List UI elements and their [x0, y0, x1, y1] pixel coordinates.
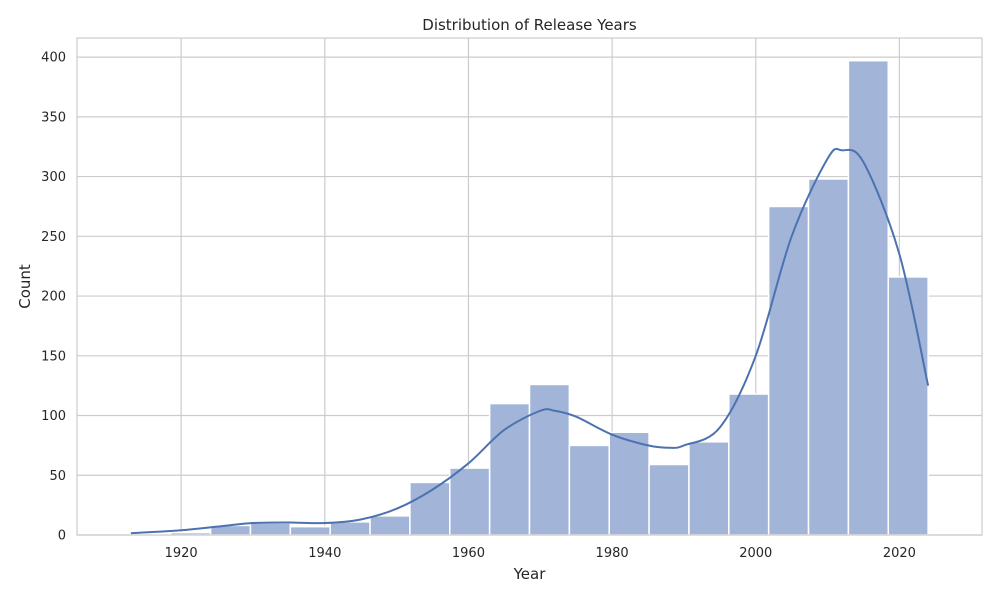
y-tick-label: 250 [41, 230, 66, 245]
histogram-bar-6 [329, 521, 371, 536]
histogram-bar-17 [767, 205, 810, 536]
y-tick-label: 0 [58, 529, 66, 544]
x-axis-ticks: 1920 1940 1960 1980 2000 2020 [165, 546, 916, 561]
histogram-bar-14 [648, 463, 690, 536]
x-tick-label: 2020 [883, 546, 916, 561]
x-tick-label: 1960 [452, 546, 485, 561]
histogram-bar-7 [369, 515, 411, 536]
y-tick-label: 400 [41, 51, 66, 66]
y-tick-label: 150 [41, 349, 66, 364]
kde-curve [130, 147, 930, 535]
histogram-bars [130, 59, 929, 536]
histogram-bar-10 [488, 402, 531, 536]
x-tick-label: 1920 [165, 546, 198, 561]
histogram-bar-20 [887, 276, 929, 536]
histogram-bar-13 [608, 431, 650, 536]
x-tick-label: 1980 [596, 546, 629, 561]
y-tick-label: 100 [41, 409, 66, 424]
histogram-bar-12 [568, 444, 610, 536]
y-tick-label: 50 [49, 469, 66, 484]
histogram-bar-4 [249, 522, 292, 536]
x-tick-label: 1940 [308, 546, 341, 561]
histogram-bar-19 [847, 59, 890, 536]
histogram-bar-9 [449, 467, 491, 536]
histogram-bar-16 [728, 393, 770, 536]
plot-frame [76, 37, 983, 536]
histogram-bar-15 [688, 441, 730, 536]
histogram-bar-18 [807, 178, 850, 536]
y-axis-ticks: 0 50 100 150 200 250 300 350 400 [41, 51, 66, 544]
y-axis-label: Count [16, 264, 34, 309]
chart-title: Distribution of Release Years [422, 16, 637, 34]
histogram-bar-11 [528, 383, 571, 536]
histogram-bar-5 [289, 525, 331, 536]
y-tick-label: 200 [41, 290, 66, 305]
x-tick-label: 2000 [739, 546, 772, 561]
y-tick-label: 300 [41, 170, 66, 185]
y-tick-label: 350 [41, 110, 66, 125]
x-axis-label: Year [513, 565, 547, 583]
kde-line [130, 147, 930, 535]
